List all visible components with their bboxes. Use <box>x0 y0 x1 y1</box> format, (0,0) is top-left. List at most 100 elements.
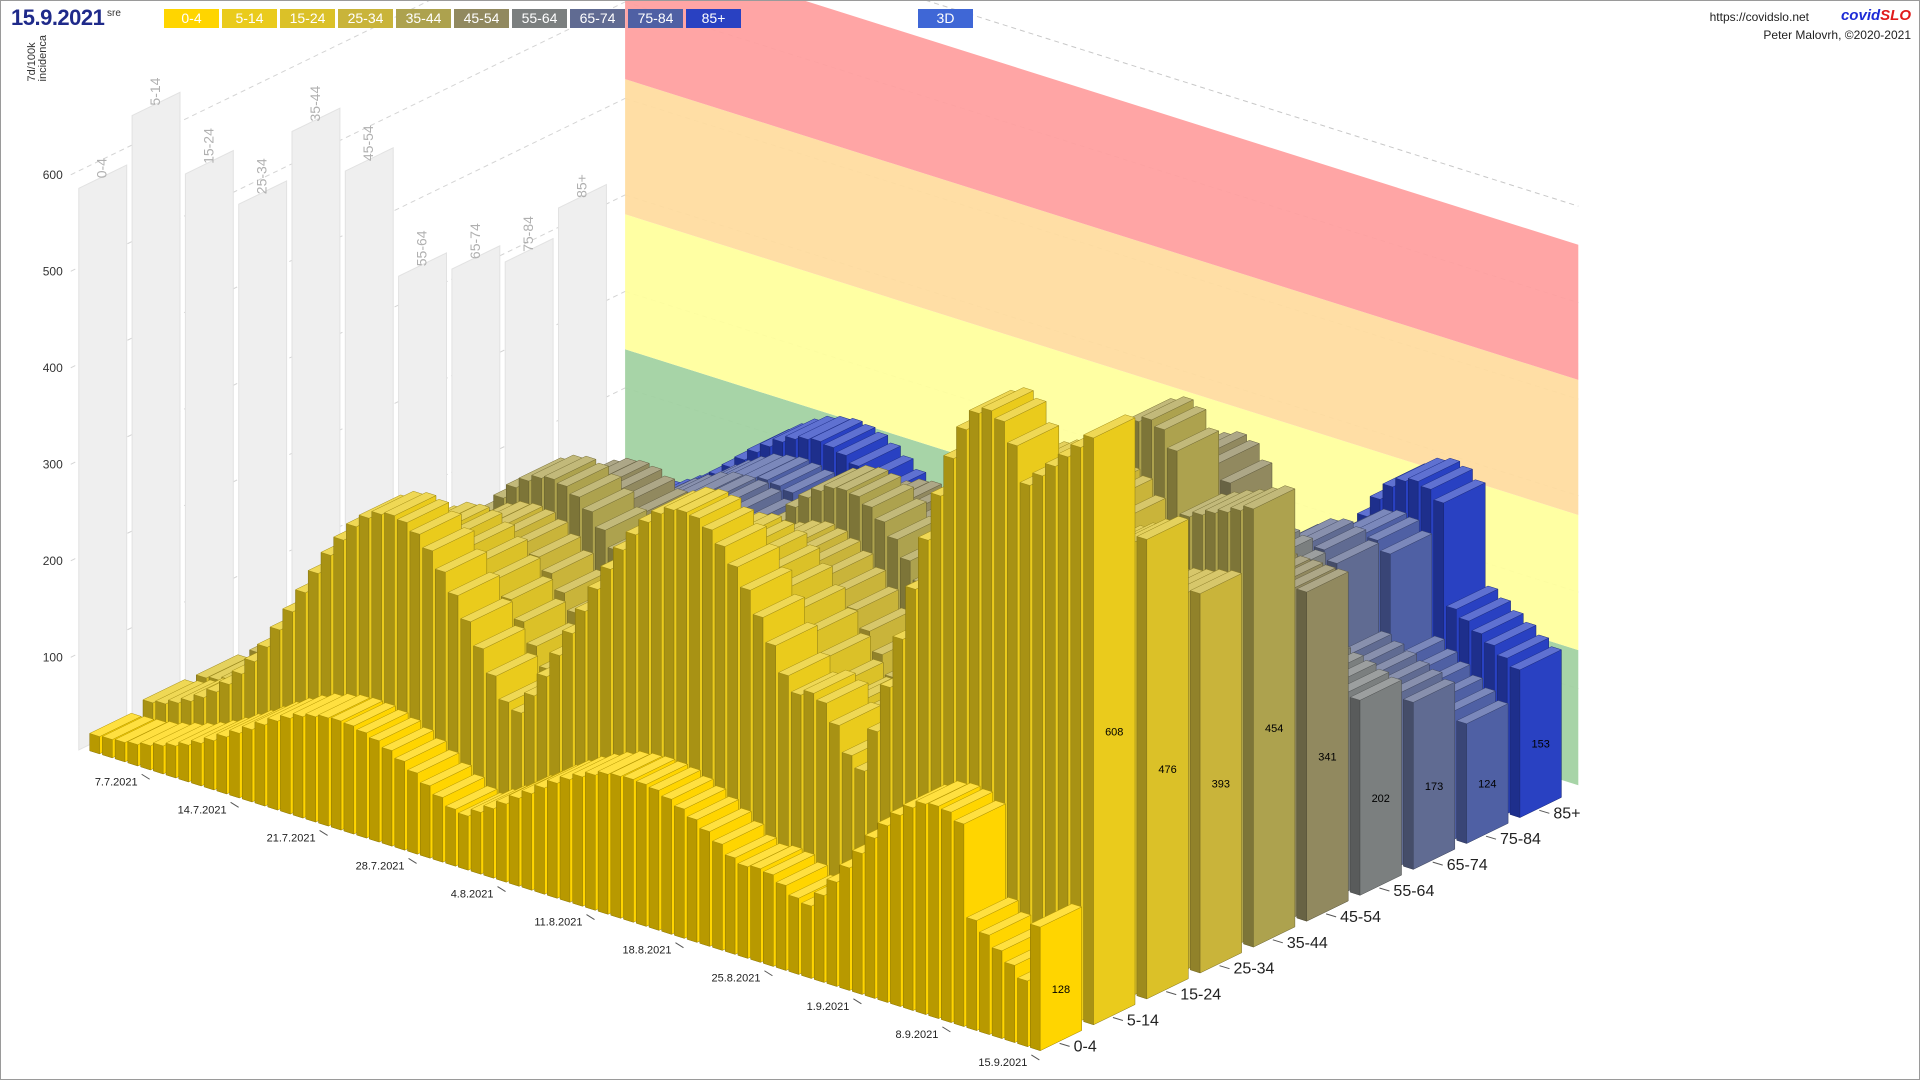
bar: 393 <box>1189 570 1243 974</box>
side-wall-bar <box>184 149 234 699</box>
bar: 476 <box>1136 515 1189 1000</box>
y-tick-label: 100 <box>43 650 63 664</box>
data-label: 393 <box>1212 778 1230 790</box>
age-tick <box>1325 913 1337 918</box>
date-tick-label: 21.7.2021 <box>267 832 316 844</box>
series-0-4: 128 <box>89 693 1083 1052</box>
site-url[interactable]: https://covidslo.net <box>1709 10 1809 24</box>
grid-line <box>926 1 1579 207</box>
legend-item-75-84[interactable]: 75-84 <box>628 9 683 28</box>
date-tick-label: 18.8.2021 <box>623 945 672 957</box>
legend-item-55-64[interactable]: 55-64 <box>512 9 567 28</box>
date-tick-label: 4.8.2021 <box>451 889 494 901</box>
age-tick <box>1166 991 1177 996</box>
brand-logo: covidSLO <box>1841 7 1911 24</box>
bar: 124 <box>1456 700 1509 844</box>
side-wall-bar <box>238 180 288 673</box>
date-tick-label: 14.7.2021 <box>178 804 227 816</box>
bar: 202 <box>1349 676 1403 896</box>
date-tick <box>230 801 239 808</box>
data-label: 454 <box>1265 723 1283 735</box>
day-label: sre <box>107 8 121 19</box>
legend-item-65-74[interactable]: 65-74 <box>570 9 625 28</box>
bar: 341 <box>1296 568 1349 922</box>
bar: 153 <box>1509 646 1563 818</box>
side-wall-label: 75-84 <box>520 216 536 252</box>
date-tick <box>1031 1054 1040 1061</box>
age-axis-label: 65-74 <box>1447 857 1488 874</box>
date-tick-label: 11.8.2021 <box>534 917 582 929</box>
bar: 608 <box>1082 414 1136 1026</box>
legend-item-25-34[interactable]: 25-34 <box>338 9 393 28</box>
date-tick <box>408 858 417 864</box>
side-wall-label: 0-4 <box>94 158 110 178</box>
date-tick-label: 8.9.2021 <box>896 1029 939 1041</box>
age-axis-label: 85+ <box>1553 805 1580 822</box>
date-tick-label: 1.9.2021 <box>807 1001 850 1013</box>
age-axis: 0-4 5-14 15-24 25-34 35-44 45-54 55-64 65-74 75-… <box>1059 805 1580 1055</box>
side-wall-label: 15-24 <box>200 128 216 164</box>
3d-mode-button[interactable]: 3D <box>918 9 973 28</box>
side-wall-label: 5-14 <box>147 77 163 105</box>
legend: 0-4 5-14 15-24 25-34 35-44 45-54 55-64 65-74 75-… <box>164 9 741 28</box>
date-tick <box>586 914 595 921</box>
age-axis-label: 0-4 <box>1074 1038 1097 1055</box>
date-tick <box>319 829 328 836</box>
age-axis-label: 5-14 <box>1127 1013 1159 1030</box>
legend-item-85plus[interactable]: 85+ <box>686 9 741 28</box>
date-tick <box>853 998 862 1005</box>
age-axis-label: 45-54 <box>1340 909 1381 926</box>
date-tick <box>942 1026 951 1033</box>
bar: 173 <box>1402 678 1456 870</box>
side-wall-label: 35-44 <box>307 85 323 121</box>
legend-item-15-24[interactable]: 15-24 <box>280 9 335 28</box>
data-label: 124 <box>1478 779 1496 791</box>
y-axis-title: 7d/100k incidenca <box>26 35 49 82</box>
age-tick <box>1272 939 1283 944</box>
legend-item-5-14[interactable]: 5-14 <box>222 9 277 28</box>
age-tick <box>1219 965 1230 970</box>
data-label: 153 <box>1531 739 1549 751</box>
age-axis-label: 75-84 <box>1500 831 1541 848</box>
data-label: 608 <box>1105 726 1123 738</box>
legend-item-35-44[interactable]: 35-44 <box>396 9 451 28</box>
date-tick <box>497 886 506 892</box>
date-tick-label: 15.9.2021 <box>978 1057 1027 1069</box>
age-axis-label: 35-44 <box>1287 935 1328 952</box>
side-wall-bar <box>78 164 128 751</box>
age-tick <box>1059 1042 1070 1047</box>
y-tick-label: 600 <box>43 168 63 182</box>
age-axis-label: 25-34 <box>1234 961 1275 978</box>
y-tick-label: 400 <box>43 361 63 375</box>
date-tick-label: 25.8.2021 <box>712 973 761 985</box>
date-tick <box>675 942 684 949</box>
side-wall-bar <box>131 91 181 725</box>
data-label: 476 <box>1158 764 1176 776</box>
age-tick <box>1539 809 1550 814</box>
y-axis-title-line2: incidenca <box>37 35 49 82</box>
date-tick-label: 7.7.2021 <box>95 776 138 788</box>
age-tick <box>1379 887 1390 892</box>
age-tick <box>1432 861 1443 866</box>
age-tick <box>1485 835 1497 840</box>
data-label: 202 <box>1372 793 1390 805</box>
legend-item-45-54[interactable]: 45-54 <box>454 9 509 28</box>
date-tick <box>141 773 150 780</box>
age-axis-label: 55-64 <box>1393 883 1434 900</box>
threshold-band-2 <box>625 79 1579 515</box>
y-tick-label: 200 <box>43 554 63 568</box>
brand-part-1: covid <box>1840 7 1881 24</box>
legend-item-0-4[interactable]: 0-4 <box>164 9 219 28</box>
side-wall-label: 45-54 <box>360 125 376 161</box>
side-wall-label: 65-74 <box>467 223 483 259</box>
side-wall-bars: 0-4 5-14 15-24 25-34 35-44 45-54 55-64 65-74 75-… <box>78 77 607 751</box>
date-tick-label: 28.7.2021 <box>356 860 405 872</box>
side-wall-label: 25-34 <box>254 158 270 194</box>
bar: 454 <box>1242 485 1296 948</box>
date-label: 15.9.2021 <box>11 5 105 30</box>
data-label: 128 <box>1052 984 1070 996</box>
data-label: 173 <box>1425 781 1443 793</box>
copyright: Peter Malovrh, ©2020-2021 <box>1763 28 1911 42</box>
y-tick-label: 500 <box>43 264 63 278</box>
